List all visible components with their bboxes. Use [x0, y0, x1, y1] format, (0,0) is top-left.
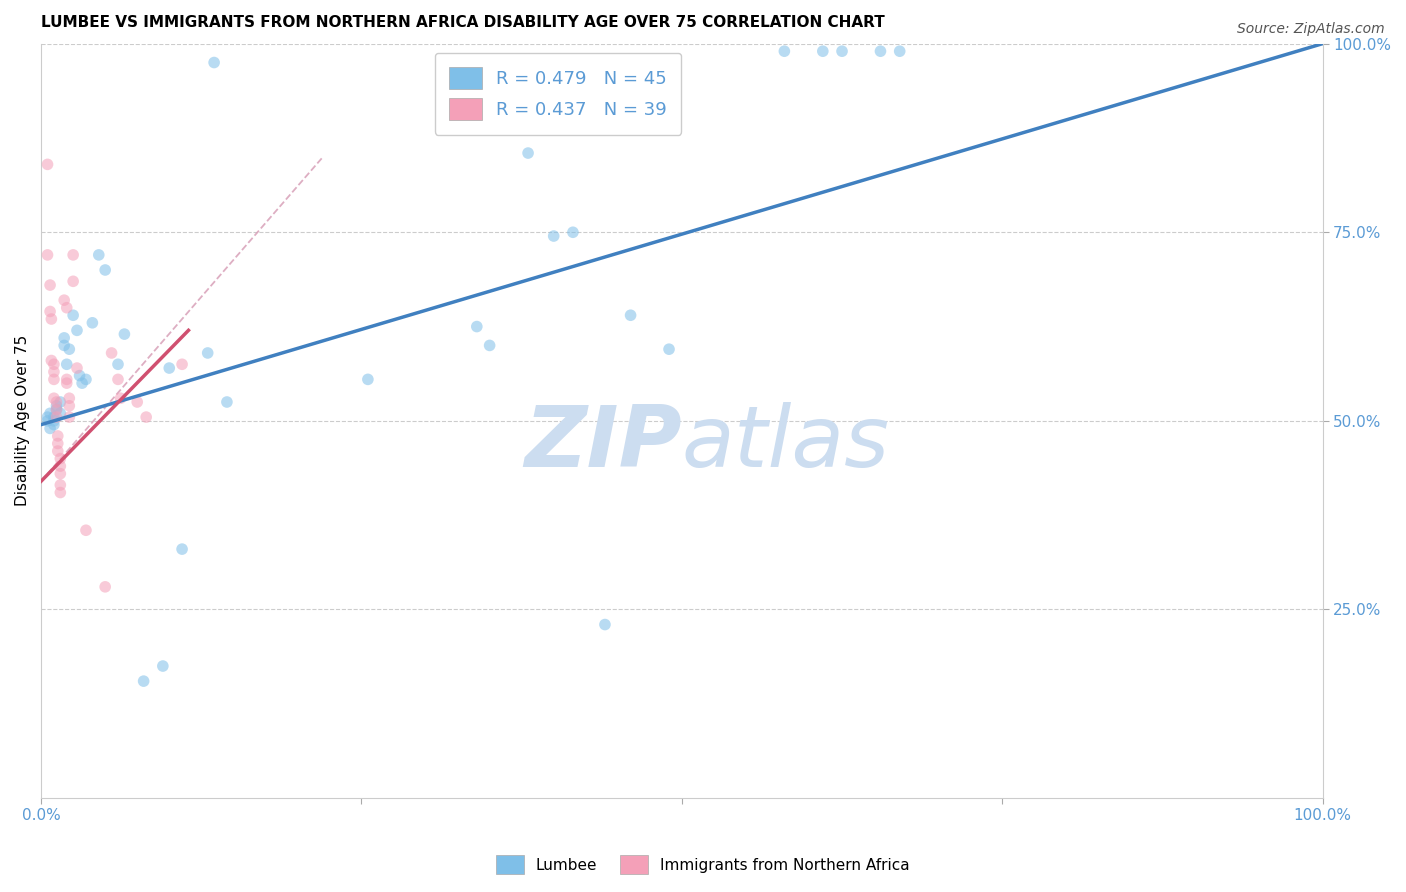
Point [39, 304, 62, 318]
Point [55, 357, 77, 371]
Point [49, 467, 72, 481]
Point [37, 157, 59, 171]
Point [110, 391, 132, 405]
Point [55, 301, 77, 315]
Point [46, 444, 69, 458]
Text: atlas: atlas [682, 402, 890, 485]
Point [619, 308, 641, 322]
Text: Source: ZipAtlas.com: Source: ZipAtlas.com [1237, 22, 1385, 37]
Point [58, 410, 80, 425]
Point [45, 410, 67, 425]
Point [37, 248, 59, 262]
Point [478, 338, 501, 352]
Point [49, 459, 72, 474]
Point [55, 376, 77, 391]
Point [37, 414, 59, 428]
Point [42, 414, 65, 428]
Point [561, 225, 583, 239]
Point [45, 399, 67, 413]
Point [45, 402, 67, 417]
Point [157, 361, 180, 376]
Point [197, 346, 219, 360]
Point [53, 293, 76, 308]
Point [49, 485, 72, 500]
Point [45, 402, 67, 417]
Point [202, 55, 225, 70]
Point [49, 478, 72, 492]
Point [42, 417, 65, 432]
Point [46, 429, 69, 443]
Point [42, 357, 65, 371]
Point [46, 436, 69, 450]
Point [593, 617, 616, 632]
Point [53, 338, 76, 352]
Point [49, 451, 72, 466]
Point [42, 391, 65, 405]
Point [45, 395, 67, 409]
Point [94, 263, 117, 277]
Legend: Lumbee, Immigrants from Northern Africa: Lumbee, Immigrants from Northern Africa [491, 849, 915, 880]
Point [69, 368, 91, 383]
Point [55, 372, 77, 386]
Y-axis label: Disability Age Over 75: Disability Age Over 75 [15, 335, 30, 507]
Point [811, 44, 834, 58]
Point [58, 399, 80, 413]
Point [66, 323, 89, 337]
Point [42, 410, 65, 425]
Point [112, 327, 135, 342]
Point [75, 523, 97, 537]
Point [58, 391, 80, 405]
Legend: R = 0.479   N = 45, R = 0.437   N = 39: R = 0.479 N = 45, R = 0.437 N = 39 [434, 53, 681, 135]
Point [41, 353, 63, 368]
Point [42, 372, 65, 386]
Text: LUMBEE VS IMMIGRANTS FROM NORTHERN AFRICA DISABILITY AGE OVER 75 CORRELATION CHA: LUMBEE VS IMMIGRANTS FROM NORTHERN AFRIC… [41, 15, 884, 30]
Point [170, 357, 193, 371]
Point [517, 146, 540, 161]
Point [62, 248, 84, 262]
Point [831, 44, 853, 58]
Point [58, 342, 80, 356]
Point [39, 421, 62, 435]
Point [773, 44, 796, 58]
Point [41, 312, 63, 326]
Point [465, 319, 488, 334]
Point [66, 361, 89, 376]
Text: ZIP: ZIP [524, 402, 682, 485]
Point [107, 372, 129, 386]
Point [82, 316, 104, 330]
Point [70, 376, 93, 391]
Point [889, 44, 911, 58]
Point [49, 406, 72, 420]
Point [543, 229, 565, 244]
Point [62, 274, 84, 288]
Point [107, 357, 129, 371]
Point [94, 580, 117, 594]
Point [357, 372, 380, 386]
Point [132, 674, 155, 689]
Point [39, 406, 62, 420]
Point [87, 248, 110, 262]
Point [75, 372, 97, 386]
Point [658, 342, 681, 356]
Point [42, 365, 65, 379]
Point [127, 395, 149, 409]
Point [37, 410, 59, 425]
Point [215, 395, 238, 409]
Point [100, 346, 122, 360]
Point [869, 44, 891, 58]
Point [135, 410, 157, 425]
Point [53, 331, 76, 345]
Point [39, 278, 62, 293]
Point [170, 542, 193, 557]
Point [49, 395, 72, 409]
Point [62, 308, 84, 322]
Point [152, 659, 174, 673]
